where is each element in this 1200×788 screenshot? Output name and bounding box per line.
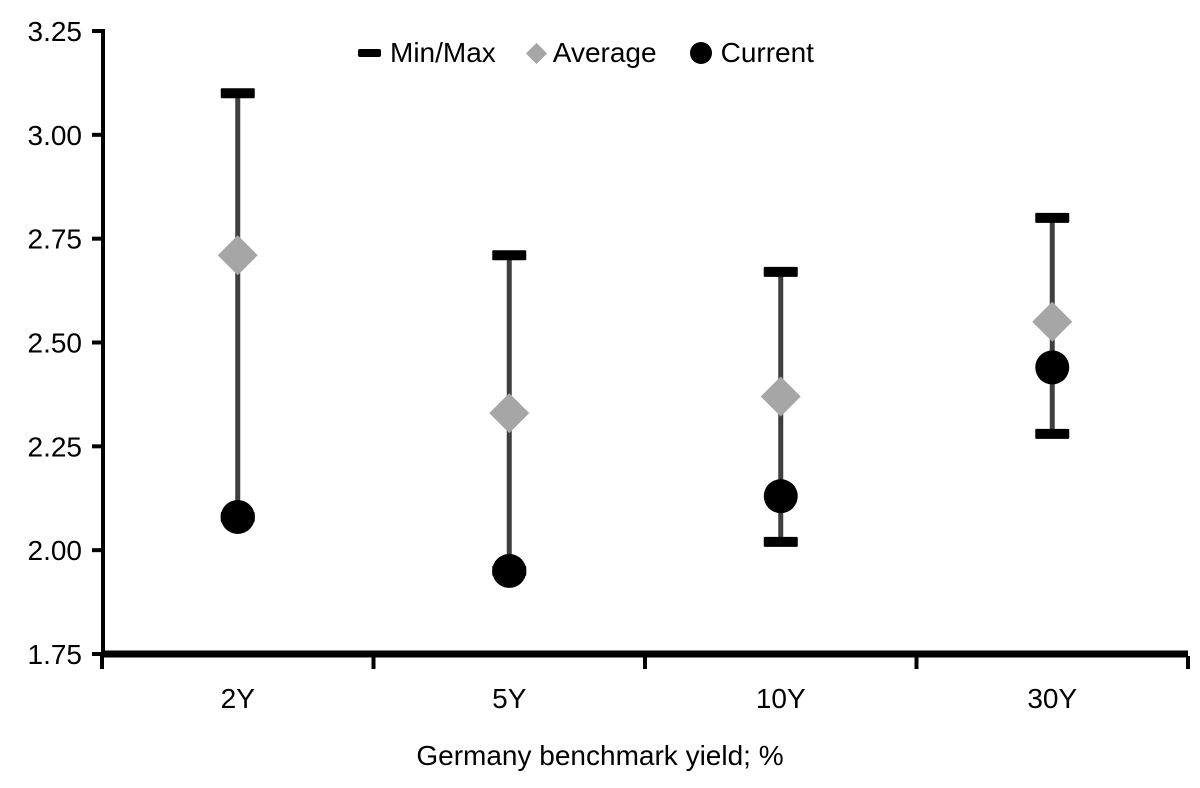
average-marker-5y <box>489 393 530 434</box>
legend-label-current: Current <box>720 37 814 68</box>
y-tick-label: 2.50 <box>28 328 83 359</box>
legend-label-minmax: Min/Max <box>390 37 496 68</box>
y-tick-label: 2.00 <box>28 535 83 566</box>
x-axis-title: Germany benchmark yield; % <box>416 740 784 771</box>
legend: Min/Max Average Current <box>358 36 814 70</box>
average-marker-10y <box>760 376 801 417</box>
y-tick-label: 3.25 <box>28 16 83 47</box>
current-marker-30y <box>1035 350 1070 385</box>
current-marker-5y <box>492 553 527 588</box>
current-marker-2y <box>220 499 255 534</box>
min-cap-10y <box>763 536 798 547</box>
legend-item-current: Current <box>689 37 814 68</box>
max-cap-2y <box>220 88 255 99</box>
x-tick-label-2y: 2Y <box>221 683 256 714</box>
x-tick-label-5y: 5Y <box>492 683 527 714</box>
average-marker-2y <box>217 235 258 276</box>
legend-item-average: Average <box>525 37 657 68</box>
y-tick-label: 3.00 <box>28 120 83 151</box>
min-cap-30y <box>1035 428 1070 439</box>
current-circle-icon <box>689 42 712 64</box>
minmax-dash-icon <box>358 49 381 57</box>
max-cap-5y <box>492 250 527 261</box>
y-tick-label: 1.75 <box>28 639 83 670</box>
max-cap-30y <box>1035 212 1070 223</box>
max-cap-10y <box>763 266 798 277</box>
current-marker-10y <box>763 479 798 514</box>
average-marker-30y <box>1032 301 1073 342</box>
legend-item-minmax: Min/Max <box>358 39 496 67</box>
average-diamond-icon <box>525 42 547 64</box>
legend-label-average: Average <box>552 37 657 68</box>
y-tick-label: 2.75 <box>28 224 83 255</box>
x-tick-label-30y: 30Y <box>1027 683 1077 714</box>
y-tick-label: 2.25 <box>28 431 83 462</box>
x-tick-label-10y: 10Y <box>756 683 806 714</box>
